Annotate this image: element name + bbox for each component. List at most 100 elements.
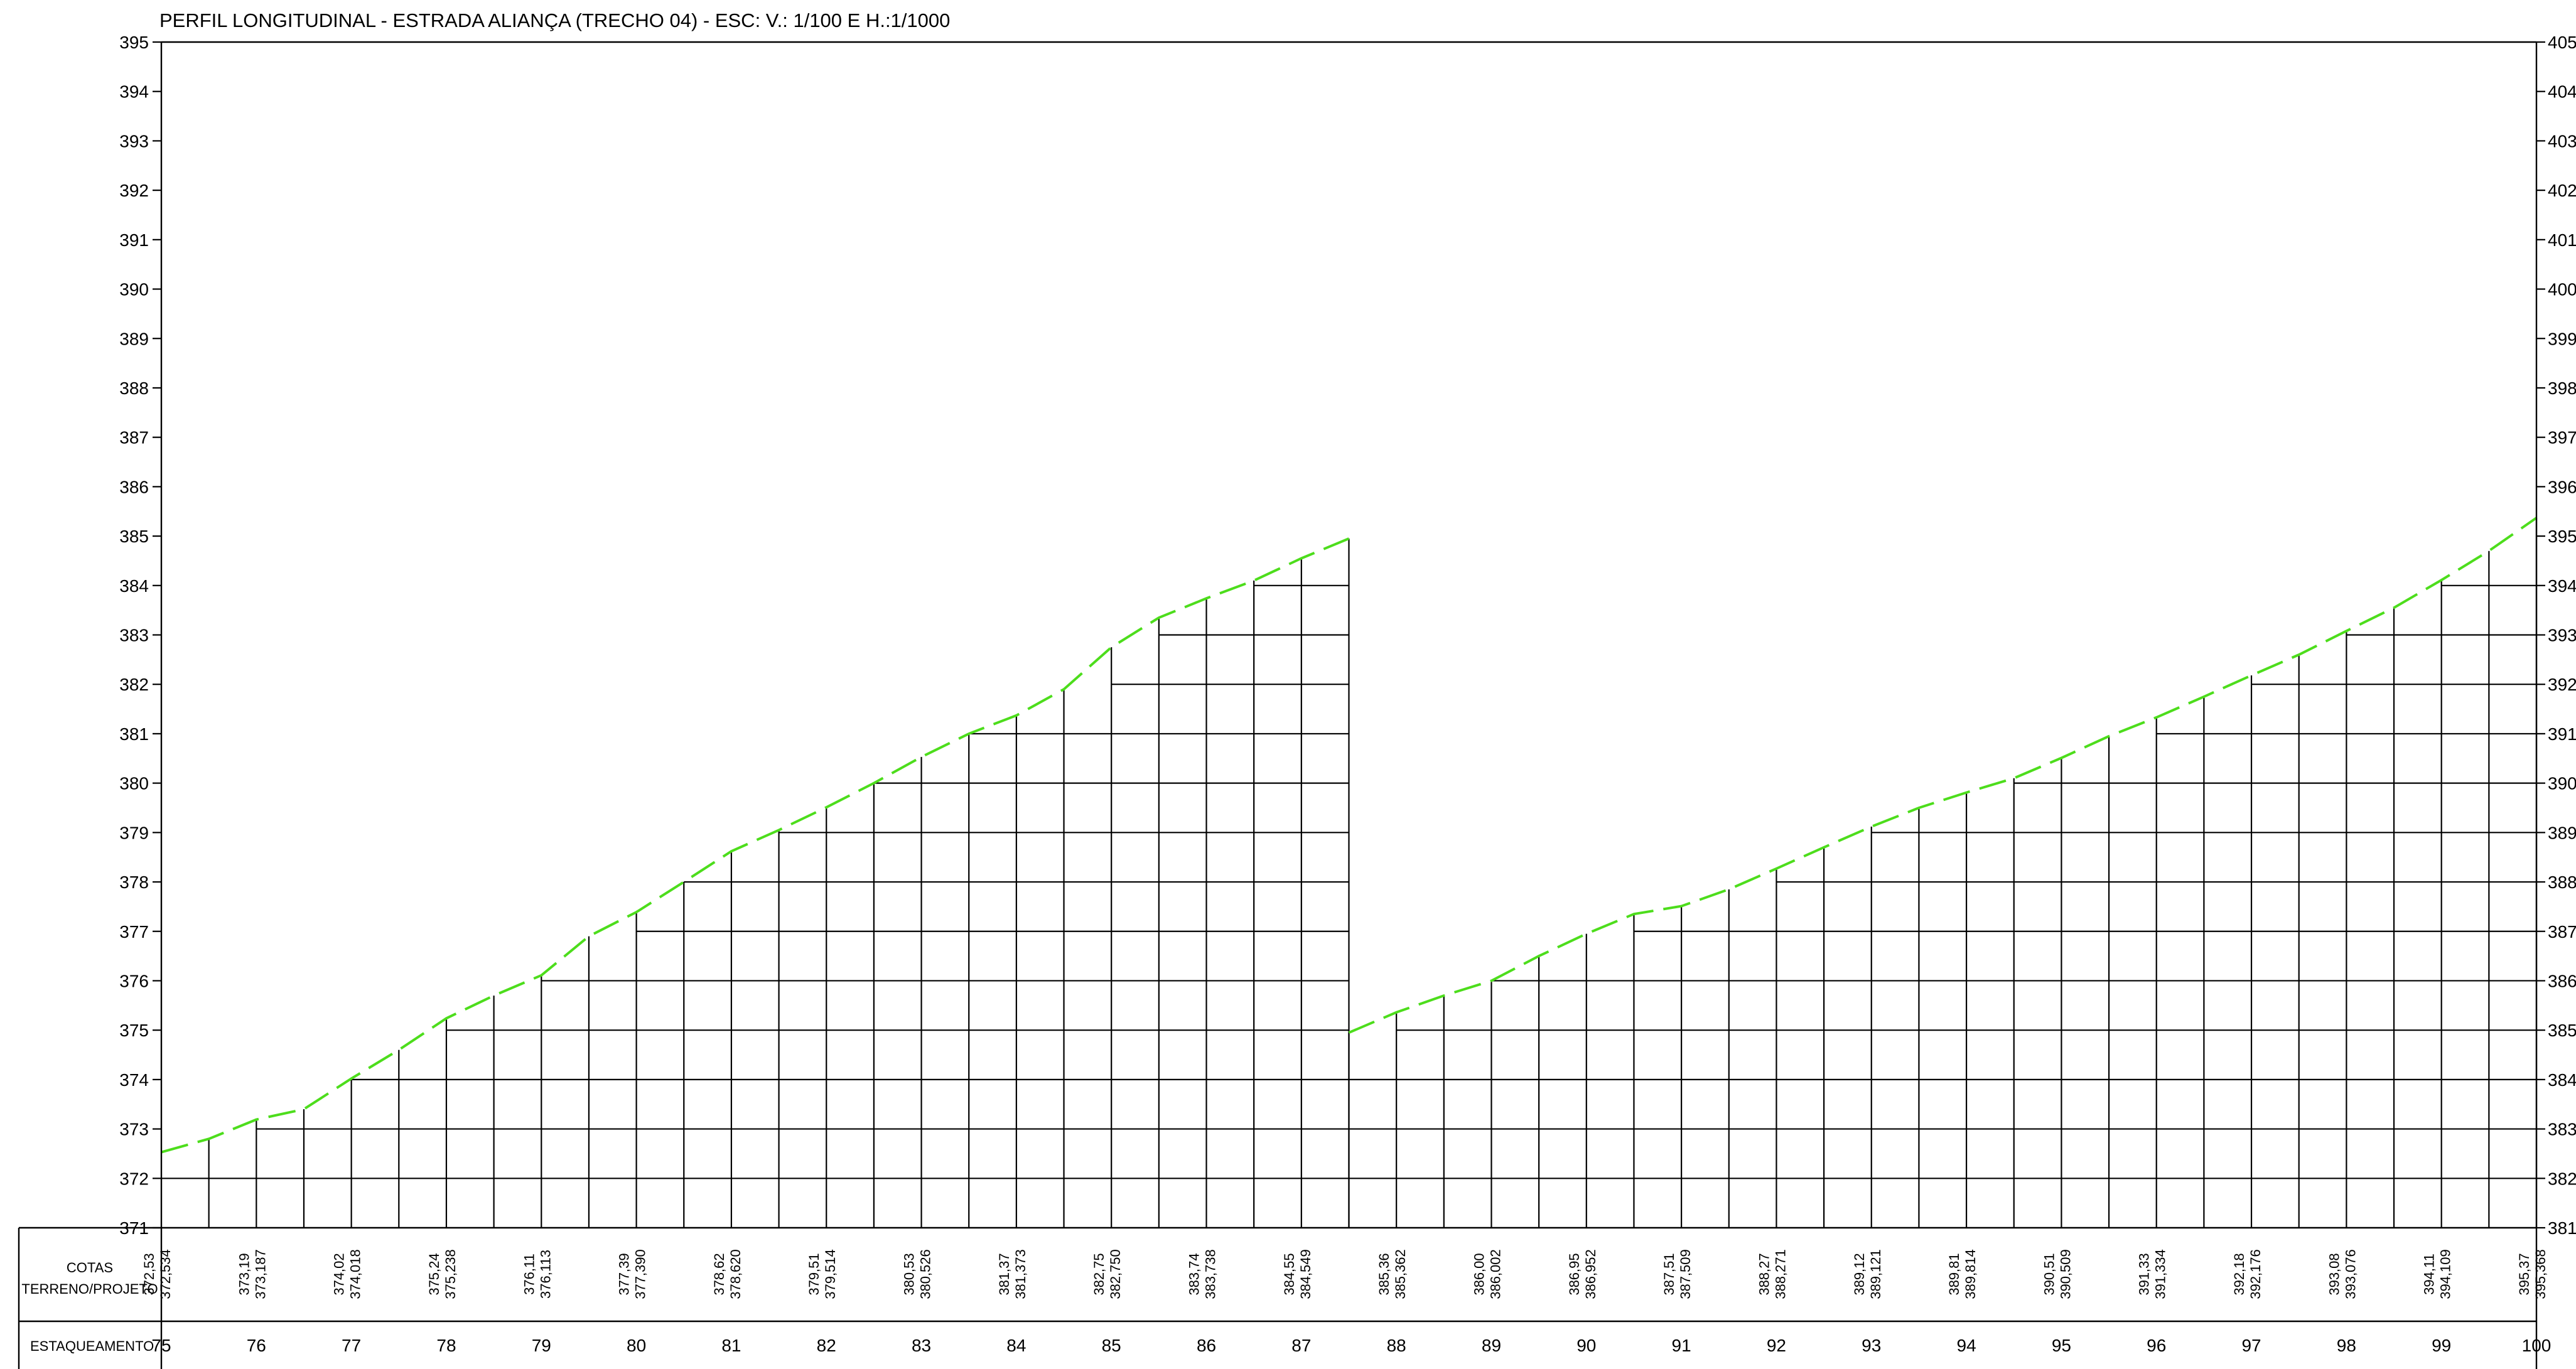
station-label: 94	[1957, 1336, 1976, 1355]
right-axis-tick-label: 391	[2548, 724, 2576, 744]
project-elevation-label: 384,549	[1298, 1249, 1313, 1299]
profile-line-segment-2	[1348, 517, 2538, 1034]
left-axis-tick-label: 387	[119, 428, 149, 448]
left-axis-tick-label: 383	[119, 626, 149, 645]
project-elevation-label: 380,526	[918, 1249, 934, 1299]
right-axis-tick-label: 393	[2548, 626, 2576, 645]
left-axis-tick-label: 388	[119, 378, 149, 398]
station-label: 92	[1767, 1336, 1786, 1355]
project-elevation-label: 389,121	[1868, 1249, 1883, 1299]
station-label: 89	[1482, 1336, 1501, 1355]
right-axis-tick-label: 401	[2548, 230, 2576, 250]
project-elevation-label: 395,368	[2533, 1249, 2548, 1299]
left-axis-tick-label: 386	[119, 477, 149, 497]
right-axis-tick-label: 398	[2548, 378, 2576, 398]
right-axis-tick-label: 384	[2548, 1070, 2576, 1090]
terrain-elevation-label: 386,00	[1471, 1253, 1487, 1295]
left-axis-tick-label: 384	[119, 576, 149, 596]
terrain-elevation-label: 379,51	[806, 1253, 822, 1295]
left-axis-tick-label: 378	[119, 872, 149, 892]
left-axis-tick-label: 381	[119, 724, 149, 744]
project-elevation-label: 383,738	[1203, 1249, 1219, 1299]
terrain-elevation-label: 385,36	[1376, 1253, 1392, 1295]
station-label: 84	[1006, 1336, 1026, 1355]
left-axis-tick-label: 394	[119, 82, 149, 102]
terrain-elevation-label: 378,62	[711, 1253, 727, 1295]
right-axis-tick-label: 402	[2548, 181, 2576, 200]
terrain-elevation-label: 388,27	[1756, 1253, 1772, 1295]
terrain-elevation-label: 381,37	[996, 1253, 1012, 1295]
terrain-elevation-label: 387,51	[1661, 1253, 1677, 1295]
station-label: 96	[2147, 1336, 2166, 1355]
terrain-elevation-label: 389,12	[1851, 1253, 1867, 1295]
station-label: 83	[912, 1336, 931, 1355]
left-axis-tick-label: 376	[119, 971, 149, 991]
project-elevation-label: 388,271	[1772, 1249, 1788, 1299]
right-axis-tick-label: 403	[2548, 131, 2576, 151]
station-label: 78	[436, 1336, 456, 1355]
left-axis-tick-label: 395	[119, 33, 149, 52]
project-elevation-label: 375,238	[443, 1249, 458, 1299]
project-elevation-label: 394,109	[2438, 1249, 2454, 1299]
station-label: 76	[247, 1336, 266, 1355]
terrain-elevation-label: 389,81	[1946, 1253, 1962, 1295]
right-axis-tick-label: 388	[2548, 872, 2576, 892]
station-label: 99	[2432, 1336, 2451, 1355]
terrain-elevation-label: 395,37	[2516, 1253, 2532, 1295]
project-elevation-label: 373,187	[252, 1249, 268, 1299]
project-elevation-label: 386,002	[1487, 1249, 1503, 1299]
terrain-elevation-label: 377,39	[617, 1253, 632, 1295]
right-axis-tick-label: 389	[2548, 823, 2576, 842]
project-elevation-label: 393,076	[2342, 1249, 2358, 1299]
project-elevation-label: 376,113	[537, 1250, 553, 1299]
right-axis-tick-label: 397	[2548, 428, 2576, 448]
project-elevation-label: 379,514	[822, 1249, 838, 1299]
project-elevation-label: 378,620	[728, 1249, 743, 1299]
project-elevation-label: 382,750	[1107, 1249, 1123, 1299]
station-label: 90	[1576, 1336, 1596, 1355]
station-label: 93	[1862, 1336, 1881, 1355]
station-label: 95	[2052, 1336, 2071, 1355]
station-label: 97	[2241, 1336, 2261, 1355]
station-label: 98	[2337, 1336, 2356, 1355]
terrain-elevation-label: 391,33	[2137, 1253, 2152, 1295]
page-title: PERFIL LONGITUDINAL - ESTRADA ALIANÇA (T…	[159, 9, 951, 31]
right-axis-tick-label: 395	[2548, 527, 2576, 546]
station-label: 100	[2522, 1336, 2552, 1355]
cotas-row-label: TERRENO/PROJETO	[21, 1281, 158, 1297]
terrain-elevation-label: 374,02	[331, 1253, 347, 1295]
station-label: 91	[1672, 1336, 1691, 1355]
project-elevation-label: 392,176	[2248, 1249, 2263, 1299]
project-elevation-label: 385,362	[1393, 1249, 1408, 1299]
terrain-elevation-label: 384,55	[1281, 1253, 1297, 1295]
left-axis-tick-label: 375	[119, 1021, 149, 1040]
grid-layer	[161, 517, 2538, 1228]
station-label: 79	[532, 1336, 551, 1355]
station-label: 80	[627, 1336, 646, 1355]
left-axis-tick-label: 385	[119, 527, 149, 546]
terrain-elevation-label: 392,18	[2231, 1253, 2247, 1295]
project-elevation-label: 389,814	[1963, 1249, 1978, 1299]
terrain-elevation-label: 375,24	[426, 1253, 442, 1295]
right-axis-tick-label: 385	[2548, 1021, 2576, 1040]
right-axis-tick-label: 387	[2548, 922, 2576, 942]
right-axis-tick-label: 399	[2548, 329, 2576, 348]
right-axis-tick-label: 405	[2548, 33, 2576, 52]
station-label: 77	[342, 1336, 361, 1355]
profile-line-segment-1	[161, 537, 1350, 1154]
terrain-elevation-label: 372,53	[141, 1253, 157, 1295]
terrain-elevation-label: 373,19	[236, 1253, 252, 1295]
project-elevation-label: 391,334	[2153, 1249, 2169, 1299]
right-axis-tick-label: 394	[2548, 576, 2576, 596]
right-axis-tick-label: 383	[2548, 1120, 2576, 1139]
right-axis-tick-label: 404	[2548, 82, 2576, 102]
left-axis-tick-label: 393	[119, 131, 149, 151]
right-axis-tick-label: 382	[2548, 1169, 2576, 1188]
estaqueamento-row-label: ESTAQUEAMENTO	[30, 1338, 154, 1354]
terrain-elevation-label: 386,95	[1566, 1253, 1582, 1295]
left-axis-tick-label: 380	[119, 774, 149, 793]
right-axis-tick-label: 396	[2548, 477, 2576, 497]
project-elevation-label: 372,534	[158, 1249, 173, 1299]
